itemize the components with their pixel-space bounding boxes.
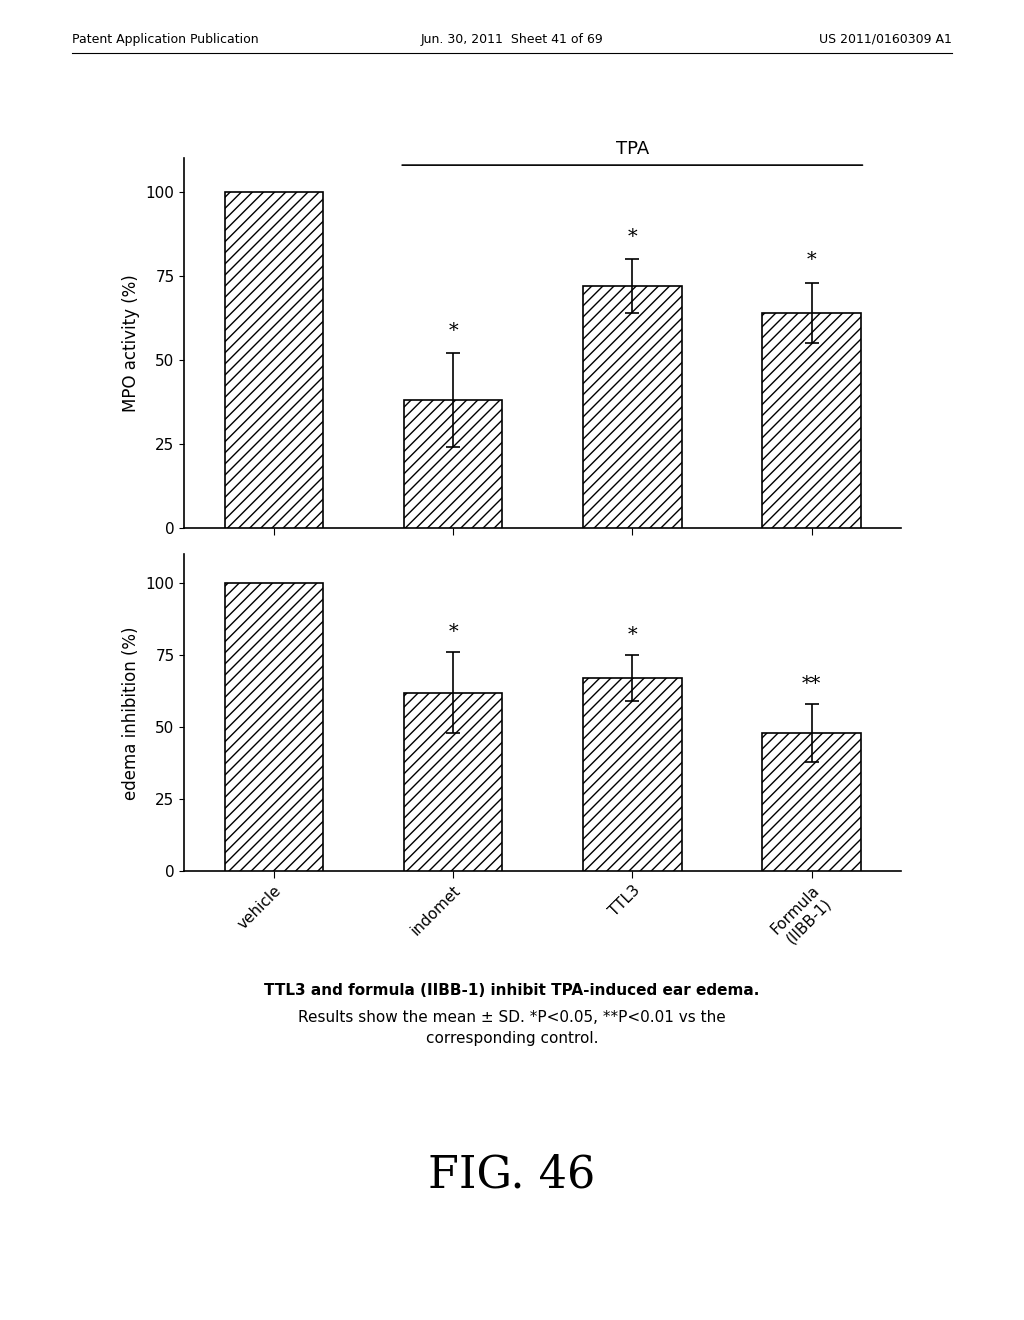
Text: **: ** bbox=[802, 675, 821, 693]
Text: US 2011/0160309 A1: US 2011/0160309 A1 bbox=[819, 33, 952, 46]
Bar bbox=[224, 583, 324, 871]
Bar bbox=[583, 286, 682, 528]
Text: *: * bbox=[628, 228, 637, 246]
Text: *: * bbox=[628, 626, 637, 644]
Text: *: * bbox=[449, 322, 458, 339]
Y-axis label: edema inhibition (%): edema inhibition (%) bbox=[122, 626, 140, 800]
Y-axis label: MPO activity (%): MPO activity (%) bbox=[122, 275, 140, 412]
Text: Jun. 30, 2011  Sheet 41 of 69: Jun. 30, 2011 Sheet 41 of 69 bbox=[421, 33, 603, 46]
Text: Patent Application Publication: Patent Application Publication bbox=[72, 33, 258, 46]
Text: TTL3 and formula (IIBB-1) inhibit TPA-induced ear edema.: TTL3 and formula (IIBB-1) inhibit TPA-in… bbox=[264, 983, 760, 998]
Text: *: * bbox=[449, 623, 458, 640]
Bar bbox=[224, 191, 324, 528]
Bar bbox=[583, 678, 682, 871]
Bar bbox=[403, 693, 503, 871]
Text: *: * bbox=[807, 251, 816, 269]
Bar bbox=[762, 313, 861, 528]
Bar bbox=[403, 400, 503, 528]
Text: TPA: TPA bbox=[615, 140, 649, 158]
Text: Results show the mean ± SD. *P<0.05, **P<0.01 vs the
corresponding control.: Results show the mean ± SD. *P<0.05, **P… bbox=[298, 1010, 726, 1045]
Bar bbox=[762, 733, 861, 871]
Text: FIG. 46: FIG. 46 bbox=[428, 1154, 596, 1196]
